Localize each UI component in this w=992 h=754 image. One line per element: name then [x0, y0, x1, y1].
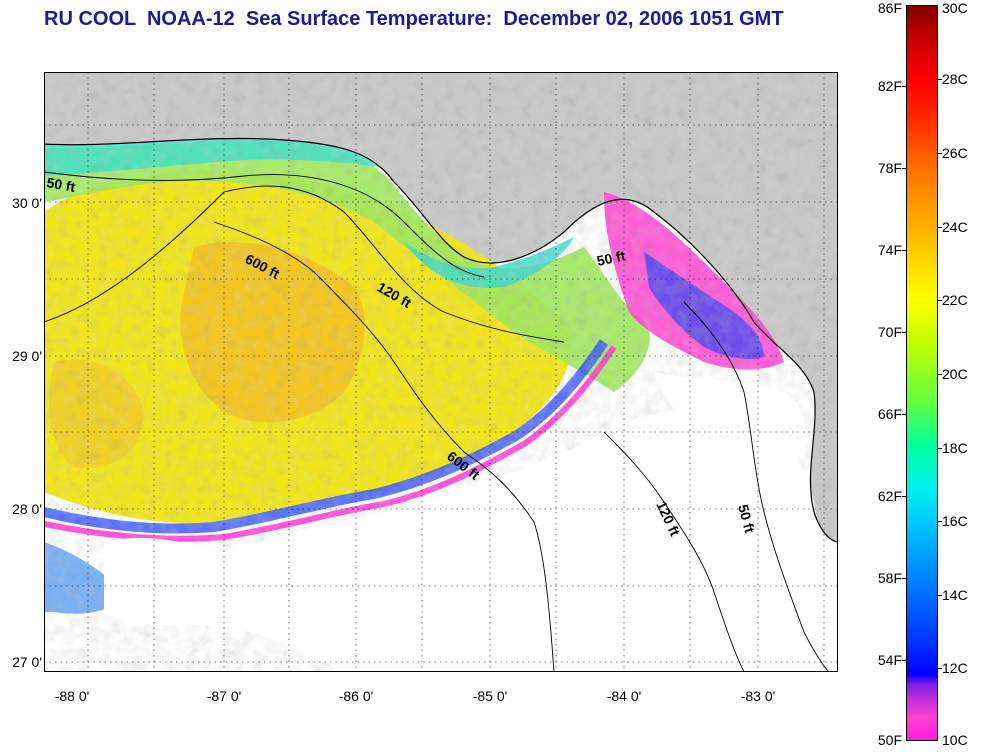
lon-label: -84 0': [606, 688, 642, 704]
colorbar-tick: [937, 448, 942, 449]
contour-120ft-east: [603, 431, 745, 672]
colorbar-f-label: 70F: [877, 324, 902, 340]
colorbar-c-label: 30C: [942, 0, 968, 16]
contour-label: 50 ft: [595, 247, 627, 269]
contour-label: 50 ft: [45, 174, 76, 195]
lon-label: -85 0': [472, 688, 508, 704]
colorbar-f-label: 74F: [877, 242, 902, 258]
colorbar-tick: [902, 660, 907, 661]
map-border: [44, 72, 838, 672]
contour-50ft-east: [683, 301, 830, 672]
colorbar-f-label: 50F: [877, 732, 902, 748]
colorbar-c-label: 10C: [942, 732, 968, 748]
colorbar-f-label: 54F: [877, 652, 902, 668]
colorbar-c-label: 12C: [942, 660, 968, 676]
lat-label: 29 0': [12, 348, 42, 364]
cloud-cover-east: [654, 372, 806, 453]
colorbar-tick: [937, 374, 942, 375]
colorbar-c-label: 20C: [942, 366, 968, 382]
colorbar-tick: [902, 578, 907, 579]
cloud-cover-south: [104, 408, 838, 672]
colorbar-f-label: 86F: [877, 0, 902, 16]
lon-label: -86 0': [338, 688, 374, 704]
grid-lines: [44, 72, 838, 672]
colorbar-c-label: 14C: [942, 587, 968, 603]
colorbar-f-label: 82F: [877, 78, 902, 94]
contour-600ft: [213, 221, 555, 672]
lon-label: -87 0': [206, 688, 242, 704]
lon-label: -88 0': [54, 688, 90, 704]
colorbar-tick: [937, 595, 942, 596]
lat-label: 27 0': [12, 654, 42, 670]
colorbar-tick: [902, 332, 907, 333]
colorbar-f-label: 58F: [877, 570, 902, 586]
colorbar-tick: [902, 86, 907, 87]
contour-120ft: [44, 185, 565, 343]
sst-map: 50 ft 600 ft 120 ft 50 ft 600 ft 120 ft …: [44, 72, 838, 672]
colorbar-c-label: 28C: [942, 71, 968, 87]
contour-50ft-west: [44, 171, 485, 278]
colorbar-f-label: 78F: [877, 160, 902, 176]
colorbar-c-label: 26C: [942, 145, 968, 161]
colorbar-tick: [902, 496, 907, 497]
colorbar-tick: [937, 79, 942, 80]
coastline: [44, 137, 838, 543]
colorbar-tick: [937, 300, 942, 301]
colorbar-tick: [937, 521, 942, 522]
temperature-colorbar: [906, 5, 938, 741]
colorbar-c-label: 16C: [942, 513, 968, 529]
colorbar-f-label: 66F: [877, 406, 902, 422]
colorbar-tick: [937, 153, 942, 154]
colorbar-tick: [902, 414, 907, 415]
lon-label: -83 0': [740, 688, 776, 704]
colorbar-tick: [902, 168, 907, 169]
page-title: RU COOL NOAA-12 Sea Surface Temperature:…: [44, 8, 784, 30]
colorbar-c-label: 24C: [942, 219, 968, 235]
contour-label: 50 ft: [735, 503, 758, 535]
colorbar-tick: [937, 668, 942, 669]
lat-label: 30 0': [12, 195, 42, 211]
colorbar-c-label: 18C: [942, 440, 968, 456]
colorbar-f-label: 62F: [877, 488, 902, 504]
colorbar-tick: [937, 227, 942, 228]
lat-label: 28 0': [12, 501, 42, 517]
colorbar-tick: [902, 250, 907, 251]
colorbar-c-label: 22C: [942, 292, 968, 308]
